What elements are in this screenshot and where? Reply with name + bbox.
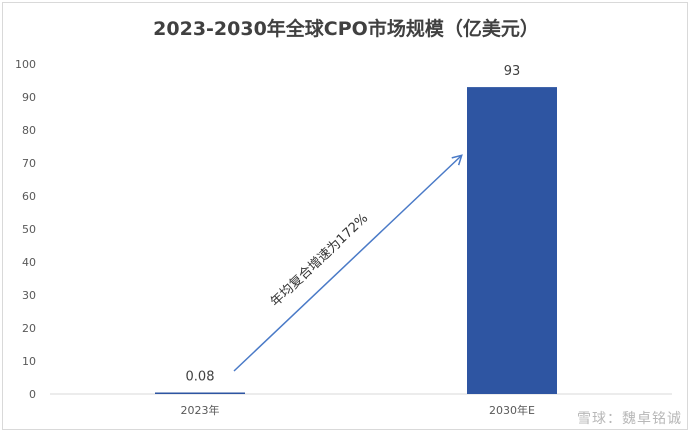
watermark: 雪球：魏卓铭诚 <box>577 411 682 427</box>
y-tick-label: 20 <box>22 322 36 335</box>
chart-frame <box>2 2 688 430</box>
x-category-label: 2023年 <box>181 403 220 417</box>
y-tick-label: 0 <box>29 388 36 401</box>
y-tick-label: 30 <box>22 289 36 302</box>
y-tick-label: 100 <box>15 58 36 71</box>
bar-1 <box>155 392 245 394</box>
y-tick-label: 70 <box>22 157 36 170</box>
y-tick-label: 10 <box>22 355 36 368</box>
y-tick-label: 90 <box>22 91 36 104</box>
y-tick-label: 50 <box>22 223 36 236</box>
x-category-label: 2030年E <box>489 403 535 417</box>
data-label: 93 <box>504 64 521 79</box>
y-tick-label: 60 <box>22 190 36 203</box>
growth-arrow <box>233 154 463 372</box>
growth-annotation: 年均复合增速为172% <box>268 211 371 310</box>
data-label: 0.08 <box>186 370 215 385</box>
y-tick-label: 80 <box>22 124 36 137</box>
bar-2 <box>467 87 557 394</box>
chart-title: 2023-2030年全球CPO市场规模（亿美元） <box>153 18 539 40</box>
y-tick-label: 40 <box>22 256 36 269</box>
